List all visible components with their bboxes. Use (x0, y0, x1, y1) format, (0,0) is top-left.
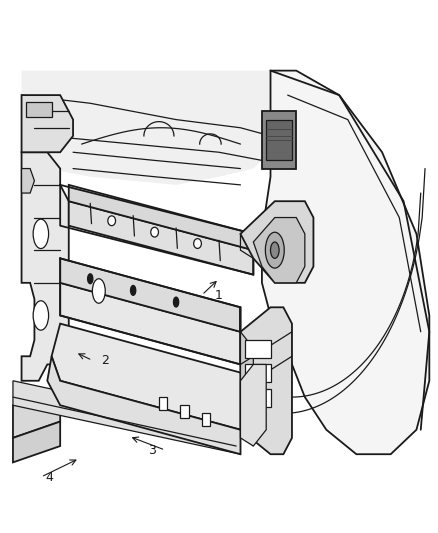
Polygon shape (69, 201, 253, 274)
Text: 4: 4 (46, 471, 53, 483)
Ellipse shape (151, 227, 159, 237)
Polygon shape (240, 308, 292, 454)
Polygon shape (60, 259, 240, 332)
Polygon shape (240, 365, 266, 446)
Bar (245, 365, 271, 382)
Bar (245, 389, 271, 407)
Circle shape (88, 274, 93, 284)
Polygon shape (240, 332, 253, 446)
Circle shape (33, 219, 49, 248)
Bar (26, 102, 52, 117)
Polygon shape (60, 283, 240, 365)
Circle shape (131, 286, 136, 295)
Polygon shape (21, 168, 35, 193)
Ellipse shape (108, 216, 116, 225)
Circle shape (33, 301, 49, 330)
Polygon shape (253, 217, 305, 283)
Bar (180, 405, 189, 418)
Text: 3: 3 (148, 443, 156, 457)
Polygon shape (21, 95, 73, 152)
Polygon shape (13, 422, 60, 462)
Bar (159, 397, 167, 410)
Text: 2: 2 (101, 354, 109, 367)
Polygon shape (266, 119, 292, 160)
Ellipse shape (194, 239, 201, 248)
Polygon shape (13, 389, 60, 438)
Polygon shape (262, 71, 429, 454)
Polygon shape (21, 71, 271, 185)
Circle shape (92, 279, 105, 303)
Bar (245, 340, 271, 358)
Polygon shape (262, 111, 296, 168)
Bar (202, 414, 210, 426)
Circle shape (271, 242, 279, 259)
Circle shape (265, 232, 284, 268)
Polygon shape (21, 152, 69, 381)
Polygon shape (47, 356, 240, 454)
Polygon shape (240, 201, 314, 283)
Text: 1: 1 (215, 288, 223, 302)
Polygon shape (52, 324, 249, 430)
Polygon shape (13, 381, 240, 454)
Circle shape (173, 297, 179, 307)
Polygon shape (69, 185, 253, 250)
